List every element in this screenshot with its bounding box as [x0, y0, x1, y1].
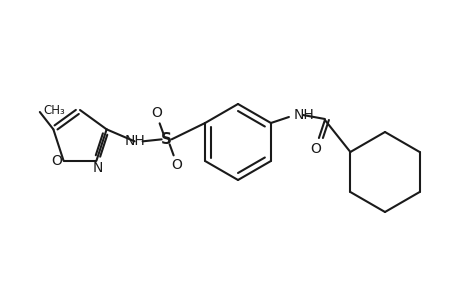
Text: O: O: [171, 158, 182, 172]
Text: NH: NH: [293, 108, 314, 122]
Text: O: O: [151, 106, 162, 120]
Text: NH: NH: [124, 134, 145, 148]
Text: S: S: [161, 132, 172, 147]
Text: N: N: [92, 161, 102, 175]
Text: O: O: [51, 154, 62, 168]
Text: O: O: [310, 142, 321, 156]
Text: CH₃: CH₃: [44, 103, 66, 116]
